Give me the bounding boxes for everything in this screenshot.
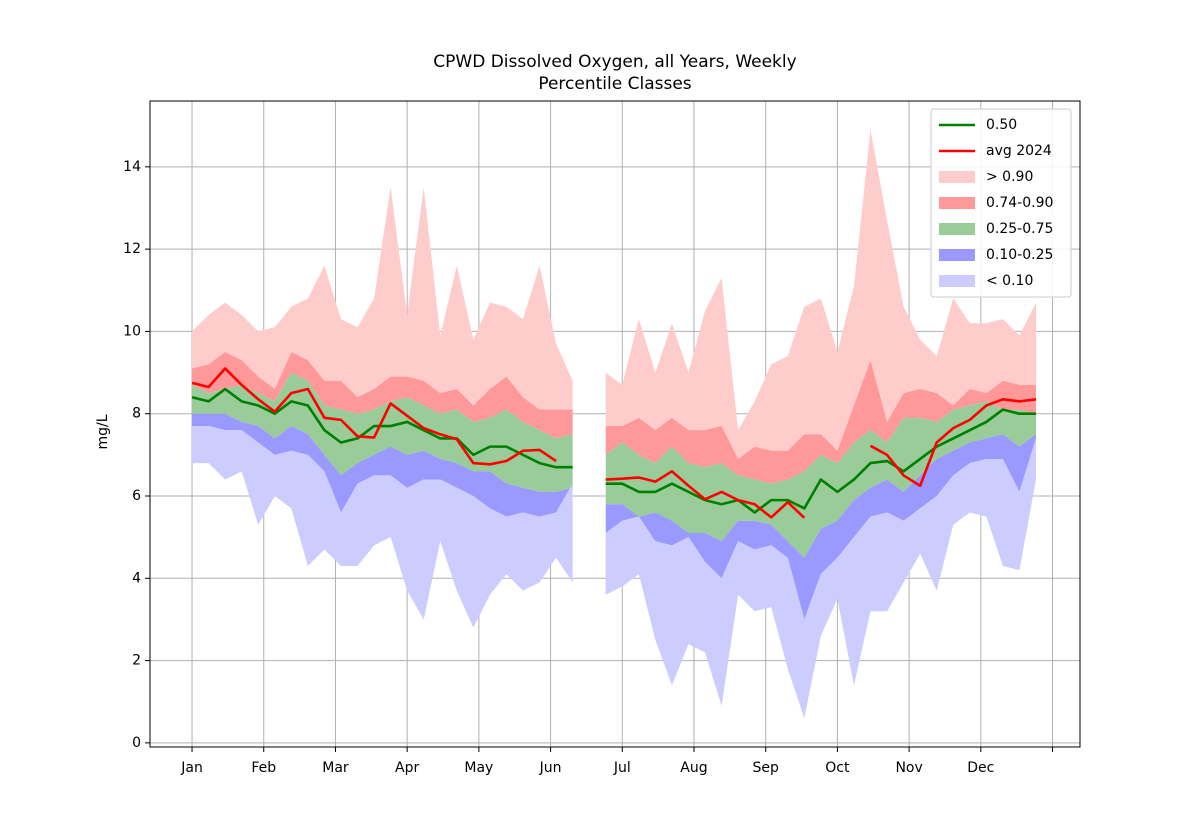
legend-swatch <box>939 197 975 209</box>
legend-swatch <box>939 171 975 183</box>
percentile-band <box>192 413 1036 620</box>
y-tick-label: 2 <box>132 653 141 669</box>
x-tick-label: Sep <box>753 760 780 776</box>
x-tick-label: Dec <box>967 760 994 776</box>
legend-swatch <box>939 223 975 235</box>
legend: 0.50 avg 2024 > 0.90 0.74-0.90 0.25-0.75 0.10… <box>930 108 1072 298</box>
y-tick-label: 12 <box>123 241 141 257</box>
x-tick-label: Aug <box>680 760 707 776</box>
x-tick-label: May <box>464 760 493 776</box>
percentile-band <box>192 426 1036 719</box>
legend-swatch <box>939 249 975 261</box>
plot-frame <box>149 100 1081 748</box>
y-tick-label: 10 <box>123 323 141 339</box>
x-tick-label: Feb <box>251 760 276 776</box>
series-line <box>191 367 1037 519</box>
y-tick-label: 0 <box>132 735 141 751</box>
x-tick-label: Jun <box>539 760 562 776</box>
legend-label: < 0.10 <box>986 273 1033 289</box>
y-tick-label: 8 <box>132 406 141 422</box>
x-tick-label: Oct <box>825 760 850 776</box>
x-tick-label: Apr <box>395 760 419 776</box>
legend-swatch <box>939 275 975 287</box>
legend-label: 0.10-0.25 <box>986 247 1053 263</box>
x-tick-label: Jan <box>180 760 203 776</box>
y-tick-label: 14 <box>123 159 141 175</box>
x-tick-label: Mar <box>322 760 349 776</box>
chart-subtitle: Percentile Classes <box>538 74 691 94</box>
y-tick-label: 4 <box>132 570 141 586</box>
legend-label: avg 2024 <box>986 143 1052 159</box>
axes: 0 2 4 6 8 10 12 14 Jan Feb Mar Apr May Jun Jul Aug Sep Oc… <box>123 100 1081 776</box>
y-axis-label: mg/L <box>95 414 111 449</box>
chart-title: CPWD Dissolved Oxygen, all Years, Weekly <box>433 52 796 72</box>
x-tick-label: Nov <box>895 760 922 776</box>
percentile-band <box>192 372 1036 558</box>
legend-label: 0.74-0.90 <box>986 195 1053 211</box>
y-tick-label: 6 <box>132 488 141 504</box>
x-tick-label: Jul <box>613 760 631 776</box>
legend-label: 0.50 <box>986 117 1017 133</box>
legend-label: 0.25-0.75 <box>986 221 1053 237</box>
plot-marks <box>191 129 1037 719</box>
series-line <box>191 387 1036 514</box>
percentile-band <box>192 351 1036 484</box>
legend-label: > 0.90 <box>986 169 1033 185</box>
